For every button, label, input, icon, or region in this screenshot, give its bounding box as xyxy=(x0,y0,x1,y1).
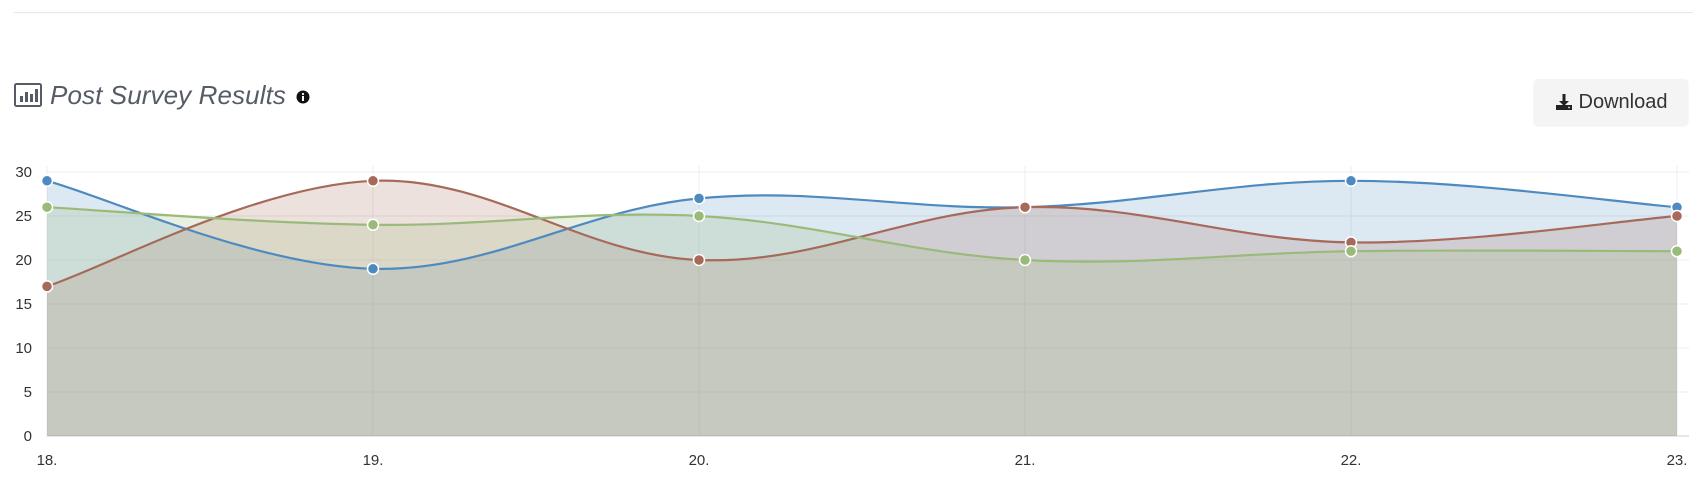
y-grid: 0 5 10 15 20 25 30 xyxy=(15,164,1689,445)
bar-chart-icon xyxy=(14,83,42,107)
x-tick-label: 21. xyxy=(1015,452,1036,469)
series-2-point xyxy=(1018,200,1032,214)
series-1-point xyxy=(1344,174,1358,188)
y-tick-label: 5 xyxy=(24,384,32,401)
page-title: Post Survey Results xyxy=(50,79,286,110)
series-1-point xyxy=(692,192,706,205)
series-3-point xyxy=(1018,253,1032,267)
y-tick-label: 0 xyxy=(24,428,32,445)
series-1-line xyxy=(46,179,1678,270)
series-2-area xyxy=(47,180,1677,436)
download-button[interactable]: Download xyxy=(1534,79,1688,125)
series-3-point xyxy=(1670,244,1684,258)
panel-header: Post Survey Results xyxy=(14,78,310,112)
x-axis: 18. 19. 20. 21. 22. 23. xyxy=(37,166,1688,469)
series-3-point xyxy=(366,218,380,232)
series-1-point xyxy=(40,174,54,188)
y-tick-label: 10 xyxy=(15,340,32,357)
series-2-point xyxy=(692,253,706,267)
x-tick-label: 20. xyxy=(689,452,710,469)
series-2-point xyxy=(366,174,380,188)
x-tick-label: 22. xyxy=(1341,452,1362,469)
area-chart: 0 5 10 15 20 25 30 18. 19. 20. 21. 22. 23. xyxy=(15,164,1689,469)
series-3-area xyxy=(47,207,1677,436)
y-tick-label: 15 xyxy=(15,296,32,313)
series-3-point xyxy=(1344,244,1358,258)
series-3-point xyxy=(692,209,706,223)
series-1-point xyxy=(366,262,380,276)
x-tick-label: 18. xyxy=(37,452,58,469)
x-tick-label: 19. xyxy=(363,452,384,469)
series-3-point xyxy=(40,200,54,214)
y-tick-label: 25 xyxy=(15,208,32,225)
panel-divider xyxy=(14,12,1693,13)
download-label: Download xyxy=(1578,90,1668,113)
download-icon xyxy=(1555,93,1573,111)
x-tick-label: 23. xyxy=(1667,452,1688,469)
series-3-line xyxy=(46,206,1678,263)
series-group xyxy=(40,174,1684,436)
series-2-point xyxy=(40,280,54,293)
y-tick-label: 20 xyxy=(15,252,32,269)
series-2-point xyxy=(1670,209,1684,223)
y-tick-label: 30 xyxy=(15,164,32,181)
info-icon[interactable] xyxy=(296,90,310,104)
series-1-area xyxy=(47,180,1677,436)
series-2-line xyxy=(46,179,1678,288)
